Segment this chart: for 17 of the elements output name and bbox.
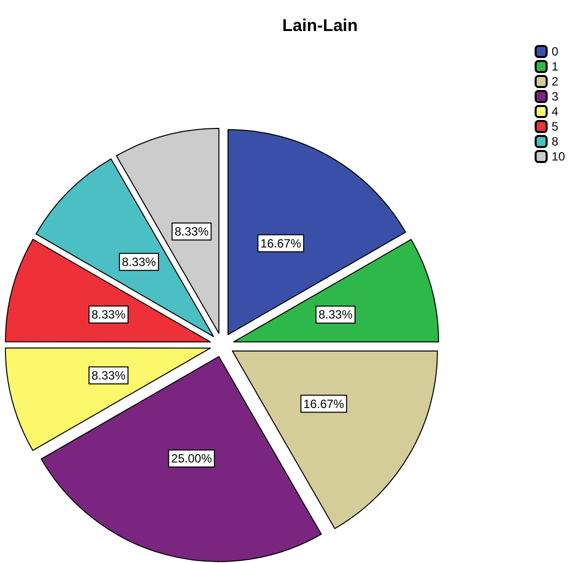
data-label: 25.00% xyxy=(171,451,212,466)
data-label: 8.33% xyxy=(122,254,156,269)
data-label: 8.33% xyxy=(174,224,209,238)
chart-title: Lain-Lain xyxy=(282,16,358,35)
legend-label: 5 xyxy=(552,120,559,134)
legend-label: 4 xyxy=(552,104,559,118)
data-label: 8.33% xyxy=(92,308,126,322)
data-label: 16.67% xyxy=(260,236,302,250)
data-label: 8.33% xyxy=(318,308,353,322)
legend-label: 1 xyxy=(552,60,559,74)
legend-label: 8 xyxy=(552,134,559,148)
legend-label: 10 xyxy=(552,150,566,164)
data-label: 8.33% xyxy=(91,368,126,382)
legend-label: 3 xyxy=(552,90,559,104)
legend-label: 0 xyxy=(552,44,559,58)
data-label: 16.67% xyxy=(303,396,344,411)
legend-label: 2 xyxy=(552,74,559,88)
